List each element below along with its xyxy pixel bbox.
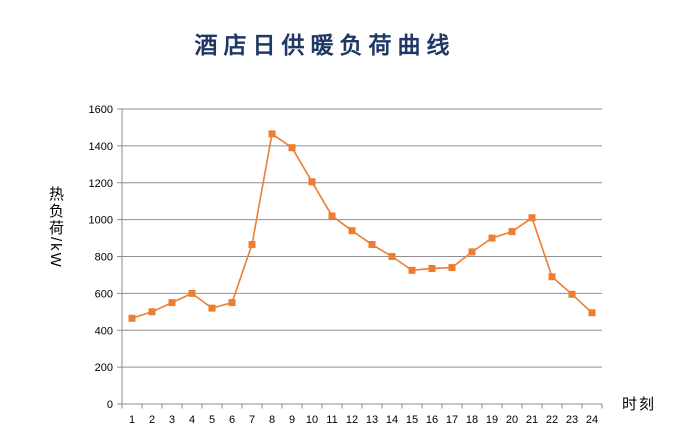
data-point-marker bbox=[168, 299, 176, 307]
x-tick-label: 8 bbox=[269, 414, 275, 426]
x-tick-label: 14 bbox=[386, 414, 398, 426]
x-tick-label: 18 bbox=[466, 414, 478, 426]
x-tick-label: 10 bbox=[306, 414, 318, 426]
data-point-marker bbox=[568, 290, 576, 298]
chart-title: 酒店日供暖负荷曲线 bbox=[194, 33, 456, 58]
x-tick-label: 16 bbox=[426, 414, 438, 426]
x-axis-title: 时刻 bbox=[622, 396, 657, 413]
x-tick-label: 24 bbox=[586, 414, 598, 426]
x-tick-label: 2 bbox=[149, 414, 155, 426]
data-point-marker bbox=[368, 241, 376, 249]
data-point-marker bbox=[248, 241, 256, 249]
data-point-marker bbox=[348, 227, 356, 235]
y-tick-label: 1000 bbox=[89, 215, 113, 227]
x-tick-label: 22 bbox=[546, 414, 558, 426]
data-point-marker bbox=[428, 264, 436, 272]
y-tick-label: 600 bbox=[95, 288, 113, 300]
data-point-marker bbox=[448, 264, 456, 272]
data-point-marker bbox=[388, 253, 396, 260]
y-tick-label: 400 bbox=[95, 325, 113, 337]
x-tick-label: 12 bbox=[346, 414, 358, 426]
data-point-marker bbox=[508, 228, 516, 236]
data-point-marker bbox=[148, 308, 156, 316]
x-tick-label: 19 bbox=[486, 414, 498, 426]
x-tick-label: 5 bbox=[209, 414, 215, 426]
y-tick-label: 200 bbox=[95, 362, 113, 374]
data-point-marker bbox=[308, 178, 316, 186]
x-tick-label: 21 bbox=[526, 414, 538, 426]
x-tick-label: 13 bbox=[366, 414, 378, 426]
y-tick-label: 800 bbox=[95, 252, 113, 264]
data-point-marker bbox=[408, 266, 416, 274]
x-tick-label: 7 bbox=[249, 414, 255, 426]
x-tick-label: 9 bbox=[289, 414, 295, 426]
data-point-marker bbox=[328, 212, 336, 220]
x-tick-label: 11 bbox=[326, 414, 337, 426]
x-tick-label: 15 bbox=[406, 414, 418, 426]
y-tick-label: 1600 bbox=[89, 104, 113, 116]
y-tick-label: 1400 bbox=[89, 141, 113, 153]
data-point-marker bbox=[228, 299, 236, 307]
data-point-marker bbox=[528, 214, 536, 222]
x-tick-label: 6 bbox=[229, 414, 235, 426]
x-tick-label: 23 bbox=[566, 414, 578, 426]
series-line bbox=[131, 132, 593, 320]
data-point-marker bbox=[588, 309, 596, 317]
data-point-marker bbox=[268, 130, 276, 138]
y-tick-label: 0 bbox=[107, 399, 113, 411]
y-tick-label: 1200 bbox=[89, 178, 113, 190]
y-axis-title: 热负荷/kW bbox=[47, 186, 64, 269]
data-point-marker bbox=[488, 234, 496, 242]
data-point-marker bbox=[468, 248, 476, 256]
x-tick-label: 4 bbox=[189, 414, 195, 426]
data-point-marker bbox=[548, 273, 556, 281]
x-tick-label: 3 bbox=[169, 414, 175, 426]
x-tick-label: 17 bbox=[446, 414, 458, 426]
x-tick-label: 1 bbox=[129, 414, 135, 426]
data-point-marker bbox=[188, 289, 196, 297]
data-point-marker bbox=[288, 144, 296, 152]
x-tick-label: 20 bbox=[506, 414, 518, 426]
data-point-marker bbox=[128, 314, 136, 322]
data-point-marker bbox=[208, 304, 216, 312]
